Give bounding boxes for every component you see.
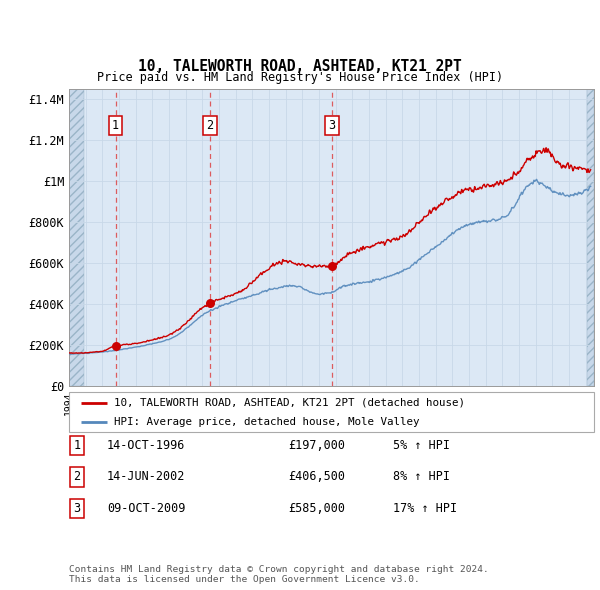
Text: 10, TALEWORTH ROAD, ASHTEAD, KT21 2PT: 10, TALEWORTH ROAD, ASHTEAD, KT21 2PT [138, 58, 462, 74]
Text: 1: 1 [112, 119, 119, 132]
Bar [587, 88, 594, 386]
Text: 10, TALEWORTH ROAD, ASHTEAD, KT21 2PT (detached house): 10, TALEWORTH ROAD, ASHTEAD, KT21 2PT (d… [113, 398, 464, 408]
Text: HPI: Average price, detached house, Mole Valley: HPI: Average price, detached house, Mole… [113, 417, 419, 427]
Text: 17% ↑ HPI: 17% ↑ HPI [393, 502, 457, 515]
Text: 1: 1 [73, 439, 80, 452]
Text: 5% ↑ HPI: 5% ↑ HPI [393, 439, 450, 452]
FancyBboxPatch shape [69, 392, 594, 432]
Text: 2: 2 [73, 470, 80, 483]
Text: 8% ↑ HPI: 8% ↑ HPI [393, 470, 450, 483]
Bar [69, 88, 85, 386]
Text: 2: 2 [206, 119, 214, 132]
Text: Price paid vs. HM Land Registry's House Price Index (HPI): Price paid vs. HM Land Registry's House … [97, 71, 503, 84]
Text: 14-OCT-1996: 14-OCT-1996 [107, 439, 185, 452]
Text: £406,500: £406,500 [288, 470, 345, 483]
Text: £197,000: £197,000 [288, 439, 345, 452]
Text: 09-OCT-2009: 09-OCT-2009 [107, 502, 185, 515]
Text: £585,000: £585,000 [288, 502, 345, 515]
Text: 3: 3 [328, 119, 335, 132]
Text: Contains HM Land Registry data © Crown copyright and database right 2024.
This d: Contains HM Land Registry data © Crown c… [69, 565, 489, 584]
Text: 14-JUN-2002: 14-JUN-2002 [107, 470, 185, 483]
Text: 3: 3 [73, 502, 80, 515]
